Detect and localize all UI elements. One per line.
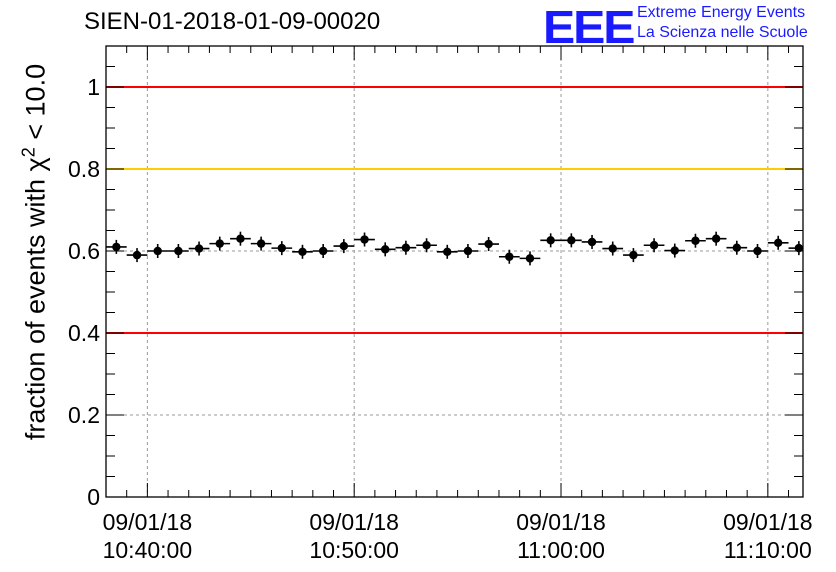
data-point: [608, 244, 617, 253]
y-tick-label: 0.8: [68, 156, 100, 182]
data-point: [174, 246, 183, 256]
data-point: [422, 241, 431, 250]
data-point: [318, 246, 328, 256]
data-point: [629, 250, 638, 260]
data-point: [463, 246, 473, 256]
data-point: [649, 241, 659, 250]
data-point: [381, 245, 390, 254]
eee-logo: EEE Extreme Energy Events La Scienza nel…: [543, 1, 835, 53]
logo-subtitle-line1: Extreme Energy Events: [637, 4, 806, 21]
x-tick-label-date: 09/01/18: [516, 509, 606, 535]
x-tick-label-time: 11:00:00: [517, 537, 605, 563]
data-point: [194, 244, 204, 253]
x-tick-label-time: 10:40:00: [103, 537, 193, 563]
data-point: [339, 241, 349, 251]
logo-subtitle-line2: La Scienza nelle Scuole: [637, 24, 808, 41]
data-point: [277, 243, 287, 253]
data-point: [153, 246, 162, 256]
x-tick-label-time: 11:10:00: [724, 537, 812, 563]
y-tick-label: 0.2: [68, 402, 100, 428]
data-point: [567, 236, 576, 245]
logo-mark: EEE: [543, 1, 635, 53]
data-point: [401, 243, 411, 252]
data-point: [298, 247, 307, 257]
data-point: [794, 243, 804, 253]
y-tick-label: 0: [87, 484, 100, 510]
plot-frame: [105, 45, 804, 498]
x-tick-label-time: 10:50:00: [309, 537, 399, 563]
y-axis-label-suffix: < 10.0: [20, 63, 51, 140]
y-axis-label-prefix: fraction of events with: [20, 178, 51, 441]
data-point: [112, 242, 121, 252]
data-point: [546, 236, 555, 245]
x-tick-label-date: 09/01/18: [309, 509, 399, 535]
data-point: [132, 250, 142, 260]
data-point: [732, 243, 742, 252]
data-point: [691, 236, 700, 245]
data-point: [505, 252, 514, 261]
x-tick-label-date: 09/01/18: [723, 509, 813, 535]
data-point: [484, 239, 493, 249]
data-point: [773, 238, 783, 247]
data-point: [587, 237, 597, 247]
data-point: [753, 246, 762, 256]
data-point: [236, 234, 245, 243]
data-point: [360, 235, 369, 244]
data-point: [443, 247, 452, 257]
y-axis-label-symbol: χ: [20, 157, 51, 172]
y-axis-label-superscript: 2: [18, 147, 39, 158]
data-point: [670, 246, 679, 255]
x-tick-label-date: 09/01/18: [103, 509, 193, 535]
data-point: [525, 254, 535, 263]
chart-title: SIEN-01-2018-01-09-00020: [84, 8, 381, 35]
data-point: [215, 239, 224, 248]
y-tick-label: 0.4: [68, 320, 100, 346]
data-point: [256, 239, 266, 248]
y-tick-label: 0.6: [68, 238, 100, 264]
y-tick-label: 1: [87, 74, 100, 100]
data-point: [711, 234, 721, 243]
